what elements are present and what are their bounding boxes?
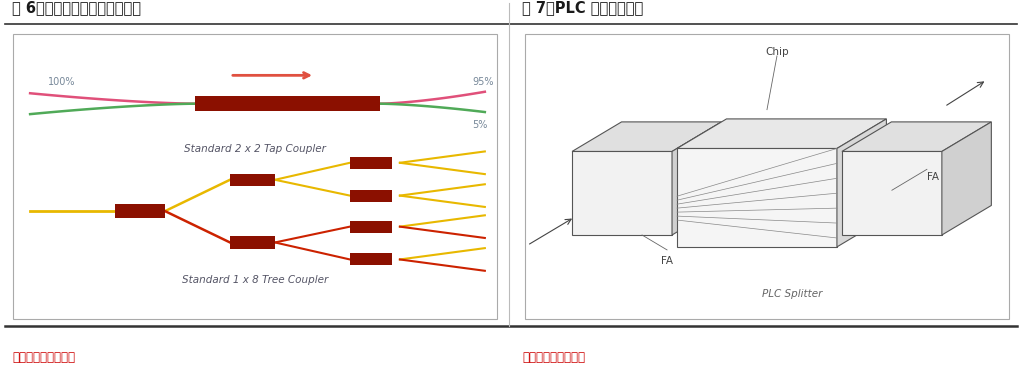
Polygon shape <box>677 148 837 247</box>
Text: Standard 2 x 2 Tap Coupler: Standard 2 x 2 Tap Coupler <box>184 144 326 154</box>
Text: PLC Splitter: PLC Splitter <box>762 289 822 299</box>
Text: 100%: 100% <box>47 77 75 87</box>
Polygon shape <box>677 119 887 148</box>
Bar <box>230 173 275 186</box>
Polygon shape <box>572 151 672 235</box>
Polygon shape <box>837 119 887 247</box>
Text: FA: FA <box>927 172 939 182</box>
Polygon shape <box>842 122 991 151</box>
Text: 图 7：PLC 光分路器结构: 图 7：PLC 光分路器结构 <box>522 0 643 15</box>
Text: Chip: Chip <box>765 47 788 57</box>
Polygon shape <box>672 122 722 235</box>
Bar <box>115 204 165 218</box>
Bar <box>230 236 275 249</box>
Polygon shape <box>942 122 991 235</box>
Text: 95%: 95% <box>472 77 494 87</box>
Polygon shape <box>572 122 722 151</box>
Text: 5%: 5% <box>472 120 487 130</box>
Text: 图 6：熔融拉锥型光分路器结构: 图 6：熔融拉锥型光分路器结构 <box>12 0 141 15</box>
Bar <box>195 96 380 111</box>
Bar <box>350 221 392 233</box>
Bar <box>350 254 392 266</box>
Bar <box>350 157 392 169</box>
Polygon shape <box>842 151 942 235</box>
Text: Standard 1 x 8 Tree Coupler: Standard 1 x 8 Tree Coupler <box>182 275 328 285</box>
Text: 数据来源：今日光电: 数据来源：今日光电 <box>522 351 586 364</box>
Text: 数据来源：今日光电: 数据来源：今日光电 <box>12 351 76 364</box>
Bar <box>350 189 392 201</box>
Text: FA: FA <box>662 256 673 266</box>
